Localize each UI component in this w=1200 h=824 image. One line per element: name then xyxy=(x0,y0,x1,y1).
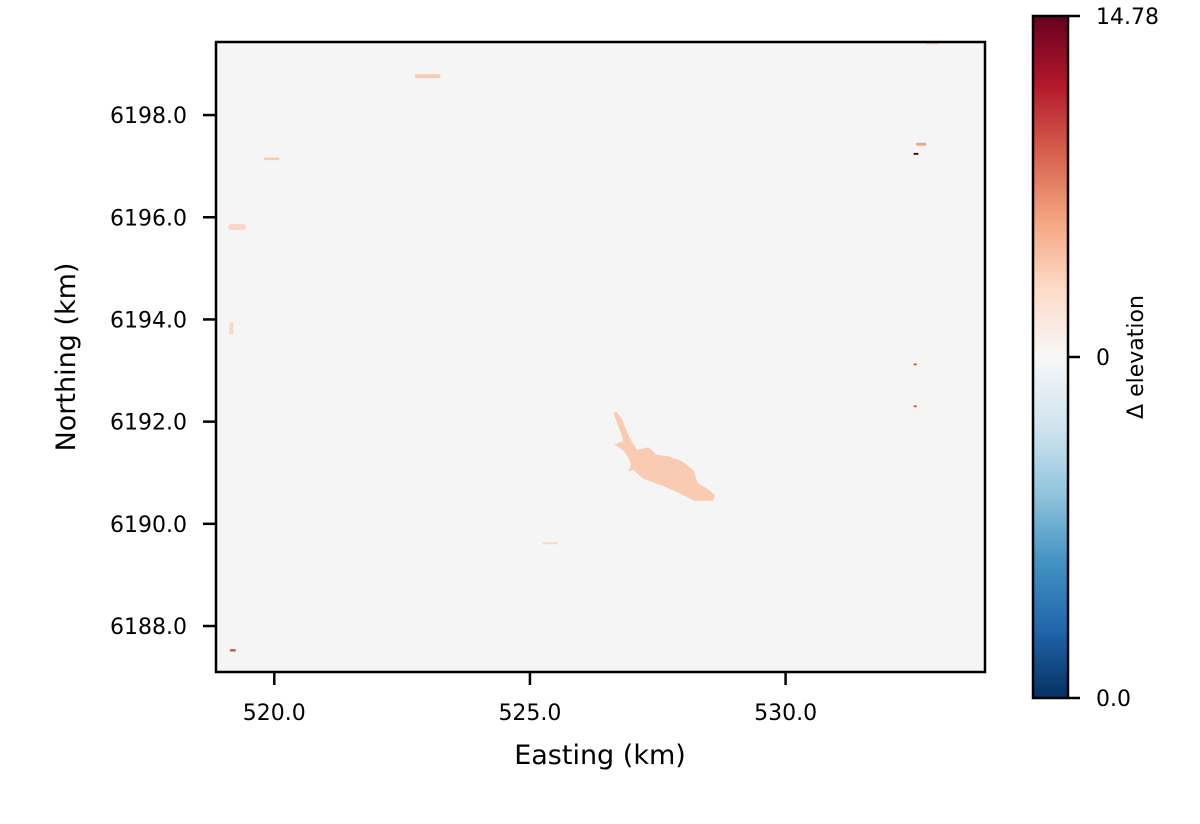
raster-speck xyxy=(913,405,917,408)
colorbar-tick-label: 0 xyxy=(1096,346,1110,371)
feature-reservoir xyxy=(613,411,715,501)
colorbar-tick-label: 0.0 xyxy=(1096,687,1131,712)
plot-frame xyxy=(214,40,987,674)
y-tick-label: 6196.0 xyxy=(110,206,187,231)
elevation-raster xyxy=(216,42,985,672)
y-tick-label: 6190.0 xyxy=(110,513,187,538)
x-tick-label: 520.0 xyxy=(243,701,306,726)
x-tick-label: 530.0 xyxy=(754,701,817,726)
x-tick-label: 525.0 xyxy=(498,701,561,726)
y-axis: 6188.0 6190.0 6192.0 6194.0 6196.0 6198.0 xyxy=(110,104,216,640)
colorbar: 14.78 0 0.0 Δ elevation xyxy=(1031,5,1159,712)
plot-area xyxy=(214,40,987,674)
raster-speck xyxy=(414,74,441,79)
raster-speck xyxy=(542,542,558,545)
colorbar-ticks: 14.78 0 0.0 xyxy=(1068,5,1159,712)
raster-speck xyxy=(916,142,927,146)
y-tick-label: 6188.0 xyxy=(110,615,187,640)
x-axis-label: Easting (km) xyxy=(514,740,686,771)
raster-speck xyxy=(913,152,919,155)
y-tick-label: 6192.0 xyxy=(110,411,187,436)
raster-speck xyxy=(264,157,280,161)
colorbar-tick-label: 14.78 xyxy=(1096,5,1159,30)
y-tick-label: 6194.0 xyxy=(110,308,187,333)
colorbar-label: Δ elevation xyxy=(1124,295,1149,419)
raster-speck xyxy=(228,223,247,230)
y-axis-label: Northing (km) xyxy=(51,263,82,452)
y-tick-label: 6198.0 xyxy=(110,104,187,129)
x-axis: 520.0 525.0 530.0 xyxy=(243,672,817,726)
specks-layer xyxy=(228,42,939,652)
colorbar-gradient xyxy=(1031,14,1070,700)
features-layer xyxy=(613,411,715,501)
raster-speck xyxy=(229,649,236,652)
raster-speck xyxy=(913,363,917,366)
raster-speck xyxy=(229,322,234,335)
